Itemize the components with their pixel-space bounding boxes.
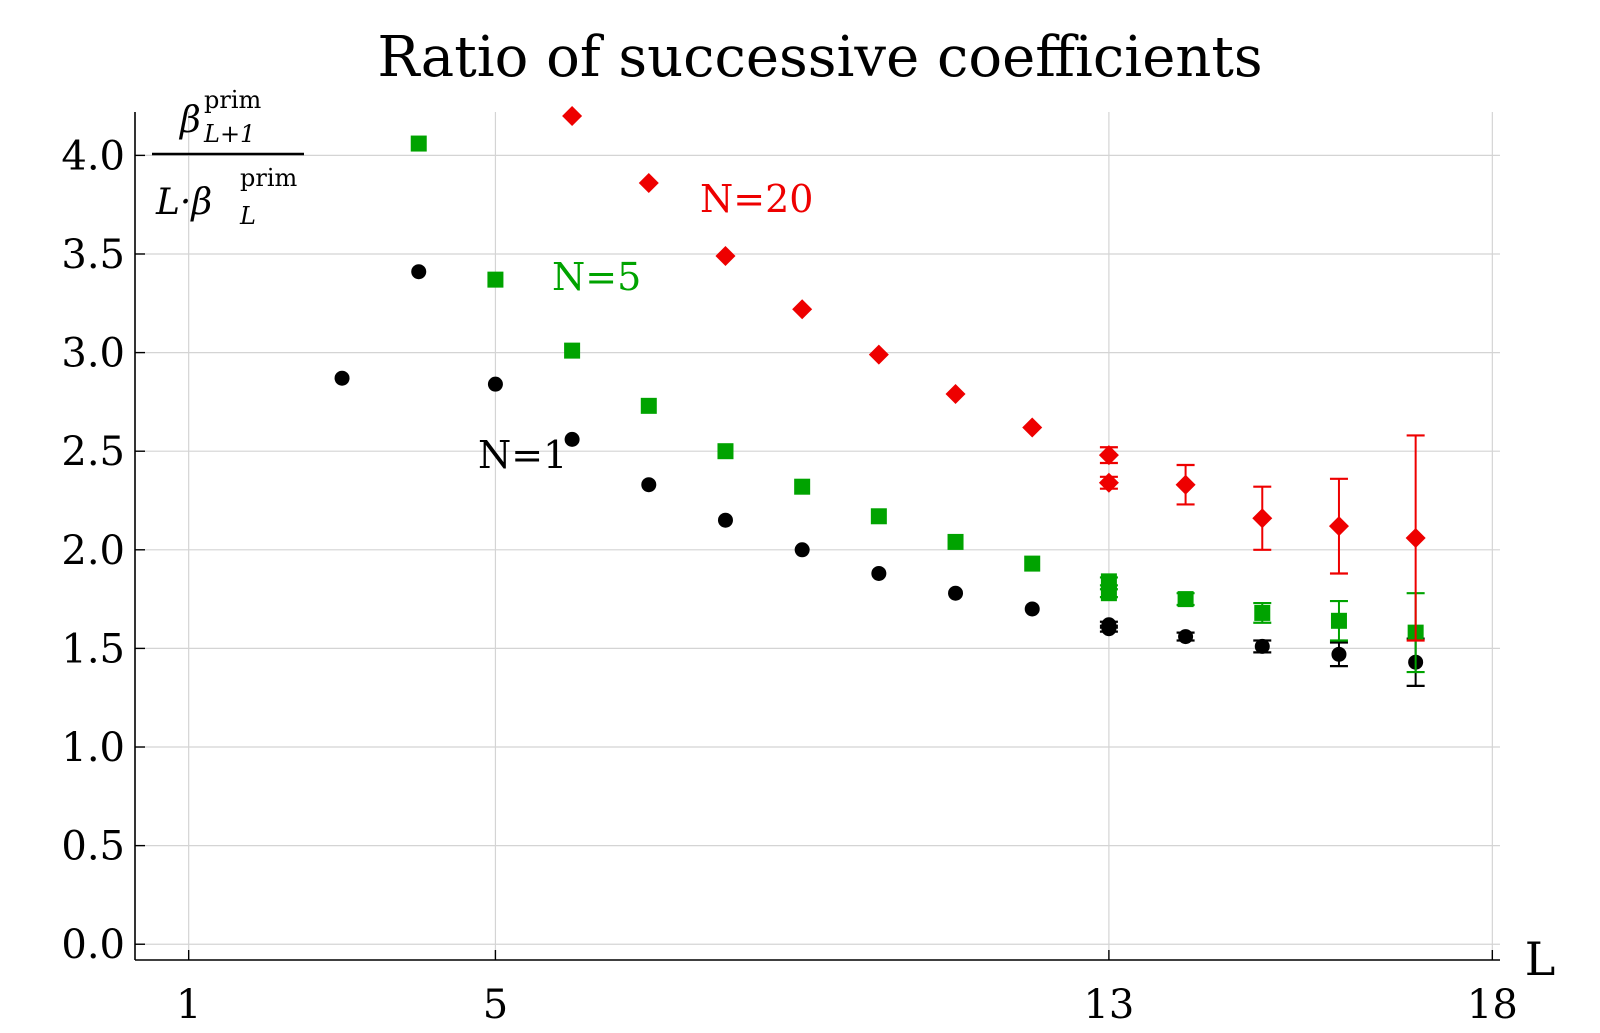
- y-label-numerator-sup: prim: [204, 86, 262, 114]
- data-point: [487, 271, 504, 288]
- data-point: [641, 477, 657, 493]
- x-tick-label: 18: [1467, 982, 1518, 1028]
- data-point: [792, 299, 813, 320]
- data-point: [715, 245, 736, 266]
- y-label-denominator-sub: L: [239, 202, 256, 230]
- data-point: [640, 397, 657, 414]
- data-point: [562, 105, 583, 126]
- data-point: [717, 512, 733, 528]
- data-point: [411, 264, 427, 280]
- data-point: [794, 542, 810, 558]
- y-tick-labels: 0.0 0.5 1.0 1.5 2.0 2.5 3.0 3.5 4.0: [61, 133, 125, 968]
- series-layer: [334, 105, 1426, 687]
- series-n1: [334, 264, 1425, 687]
- chart-title: Ratio of successive coefficients: [377, 25, 1262, 90]
- y-tick-label: 0.5: [61, 824, 125, 870]
- data-point: [870, 508, 887, 525]
- data-point: [1252, 508, 1273, 529]
- data-point: [1328, 516, 1349, 537]
- annotation-n5: N=5: [552, 255, 641, 299]
- y-tick-label: 4.0: [61, 133, 125, 179]
- x-tick-label: 5: [483, 982, 508, 1028]
- data-point: [945, 384, 966, 405]
- data-point: [948, 585, 964, 601]
- data-point: [1178, 629, 1194, 645]
- x-tick-label: 1: [176, 982, 201, 1028]
- data-point: [1331, 646, 1347, 662]
- y-tick-label: 2.5: [61, 429, 125, 475]
- y-label-numerator-sub: L+1: [203, 120, 255, 148]
- x-tick-labels: 1 5 13 18: [176, 982, 1518, 1028]
- data-point: [868, 344, 889, 365]
- data-point: [1177, 591, 1194, 608]
- data-point: [410, 135, 427, 152]
- data-point: [1101, 621, 1117, 637]
- data-point: [794, 478, 811, 495]
- series-n5: [410, 135, 1425, 674]
- y-label-denominator-sup: prim: [240, 164, 298, 192]
- annotation-n20: N=20: [700, 177, 813, 221]
- y-tick-label: 1.5: [61, 626, 125, 672]
- data-point: [564, 342, 581, 359]
- data-point: [1024, 601, 1040, 617]
- data-point: [717, 443, 734, 460]
- data-point: [638, 172, 659, 193]
- data-point: [1405, 527, 1426, 548]
- data-point: [564, 431, 580, 447]
- y-tick-label: 3.5: [61, 232, 125, 278]
- y-label-denominator: L·β: [155, 182, 212, 223]
- data-point: [947, 533, 964, 550]
- y-tick-label: 3.0: [61, 331, 125, 377]
- data-point: [1022, 417, 1043, 438]
- y-tick-label: 1.0: [61, 725, 125, 771]
- data-point: [1330, 612, 1347, 629]
- data-point: [1098, 445, 1119, 466]
- x-tick-label: 13: [1083, 982, 1134, 1028]
- y-tick-label: 0.0: [61, 922, 125, 968]
- y-axis-label: β prim L+1 L·β prim L: [152, 86, 304, 230]
- y-label-numerator: β: [178, 100, 201, 141]
- data-point: [1098, 472, 1119, 493]
- data-point: [1100, 585, 1117, 602]
- series-n20: [562, 105, 1426, 642]
- data-point: [1254, 638, 1270, 654]
- x-axis-label: L: [1525, 932, 1556, 986]
- data-point: [871, 565, 887, 581]
- data-point: [487, 376, 503, 392]
- data-point: [1024, 555, 1041, 572]
- data-point: [1175, 474, 1196, 495]
- axes: [134, 112, 1500, 961]
- data-point: [1254, 604, 1271, 621]
- grid: [135, 112, 1500, 960]
- annotation-n1: N=1: [478, 433, 567, 477]
- data-point: [334, 370, 350, 386]
- y-tick-label: 2.0: [61, 528, 125, 574]
